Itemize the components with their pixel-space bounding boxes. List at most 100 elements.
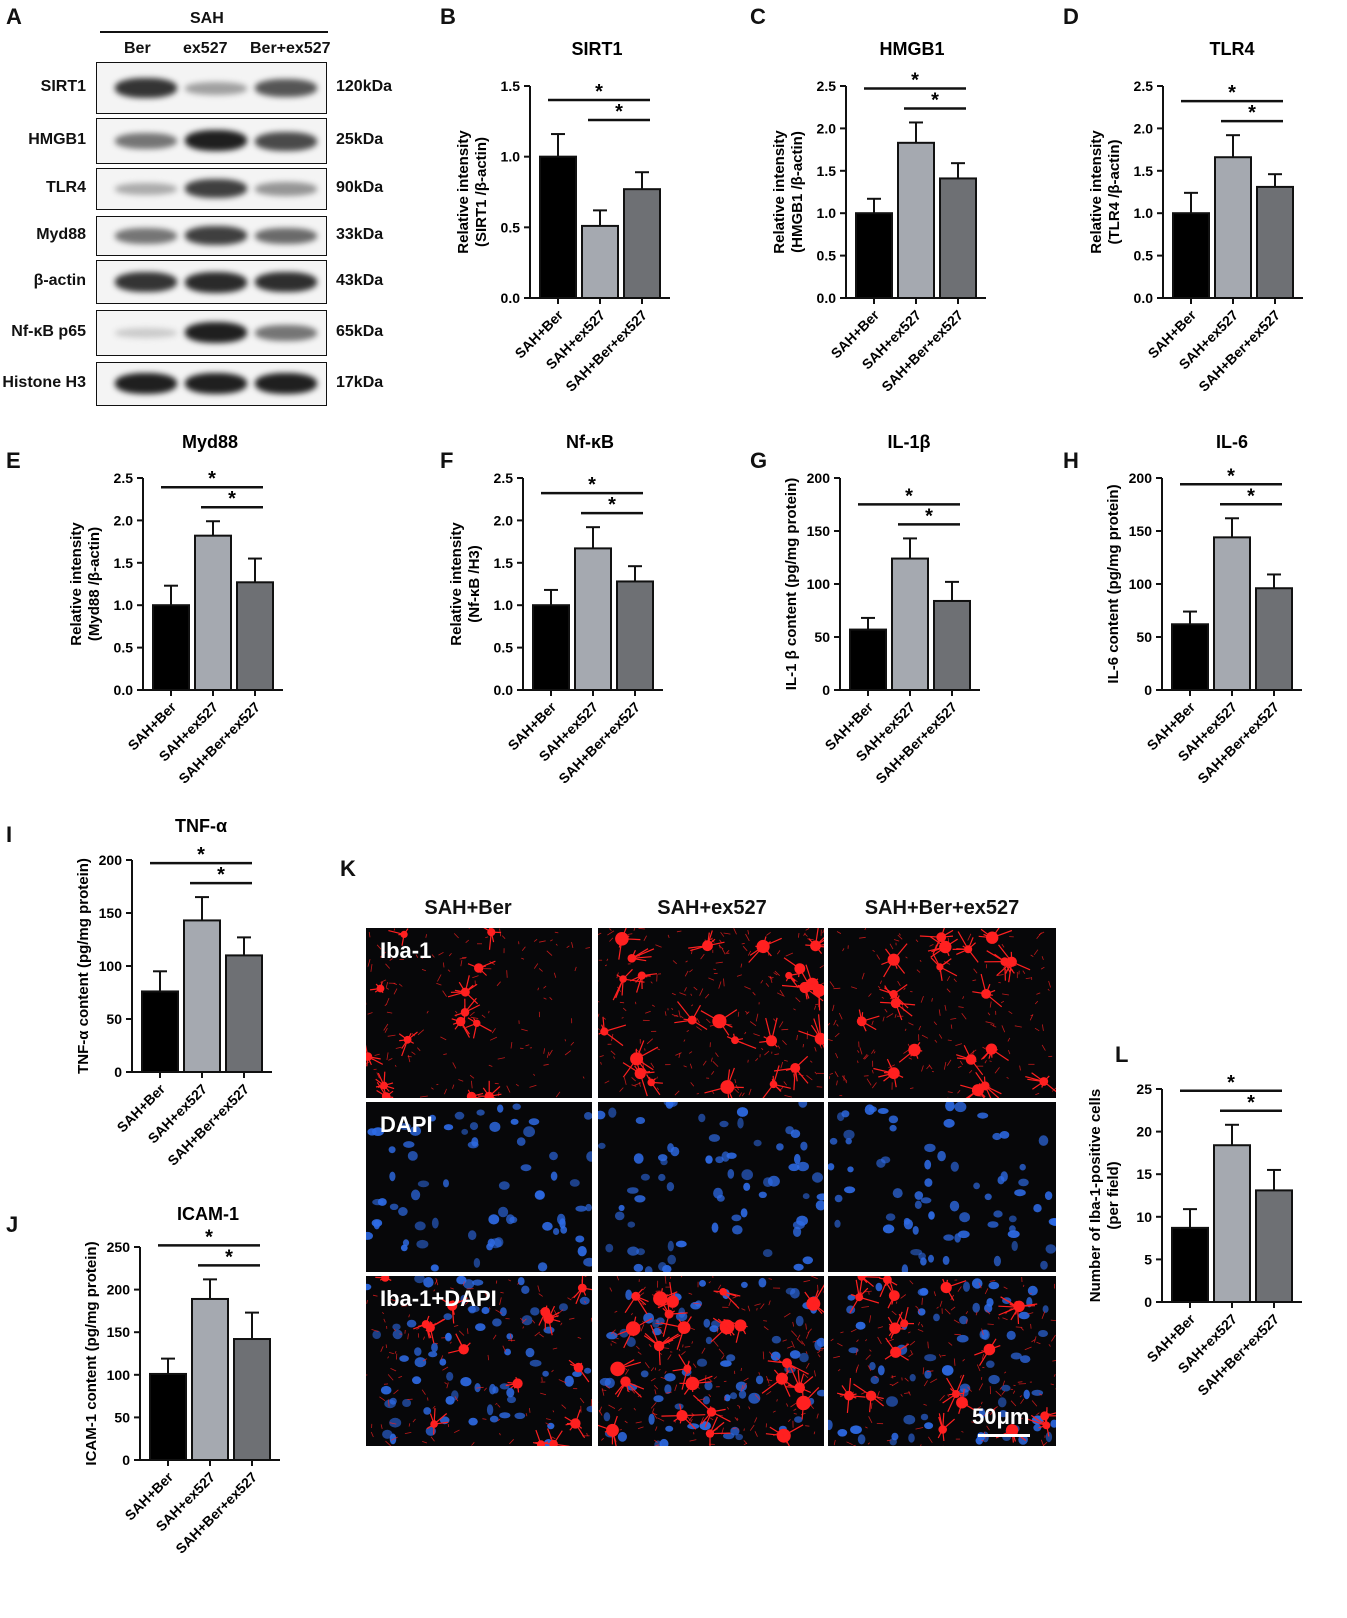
- y-axis-label: Relative intensity: [68, 522, 85, 646]
- blot-size-label: 17kDa: [336, 374, 384, 391]
- panel-label-g: G: [750, 448, 768, 473]
- bar: [623, 188, 661, 300]
- y-tick-label: 0.0: [817, 290, 837, 306]
- y-tick-label: 200: [807, 470, 831, 486]
- scale-bar: [978, 1434, 1030, 1437]
- y-tick-label: 1.0: [501, 149, 521, 165]
- lane-label-ex527: ex527: [183, 40, 228, 57]
- y-tick-label: 2.5: [1134, 78, 1154, 94]
- y-tick-label: 150: [99, 905, 123, 921]
- y-tick-label: 10: [1136, 1209, 1152, 1225]
- chart-title: IL-6: [1216, 432, 1248, 452]
- significance-star: *: [197, 844, 205, 866]
- y-tick-label: 0: [1144, 682, 1152, 698]
- micrograph-image: [366, 1276, 592, 1446]
- blot-band: [185, 179, 247, 198]
- y-axis-label-line2: (per field): [1105, 1161, 1122, 1229]
- micrograph-cell: [828, 928, 1056, 1098]
- y-tick-label: 0.5: [114, 640, 134, 656]
- bar: [849, 628, 887, 692]
- y-axis-label: Number of Iba-1-positive cells: [1087, 1089, 1104, 1302]
- y-tick-label: 0: [114, 1064, 122, 1080]
- y-tick-label: 0: [1144, 1294, 1152, 1310]
- micro-col-head-ex527: SAH+ex527: [657, 897, 767, 919]
- blot-band: [255, 182, 317, 196]
- blot-protein-label: HMGB1: [28, 131, 86, 148]
- y-axis-label: Relative intensity: [771, 130, 788, 254]
- blot-band: [115, 373, 177, 394]
- blot-band: [255, 228, 317, 244]
- bar: [939, 177, 977, 300]
- y-tick-label: 2.0: [1134, 120, 1154, 136]
- significance-star: *: [208, 468, 216, 490]
- blot-strip: [96, 310, 327, 356]
- significance-star: *: [205, 1226, 213, 1248]
- blot-band: [115, 78, 177, 98]
- blot-size-label: 43kDa: [336, 272, 384, 289]
- y-tick-label: 50: [114, 1409, 130, 1425]
- blot-band: [185, 130, 247, 151]
- significance-star: *: [217, 864, 225, 886]
- blot-band: [255, 79, 317, 97]
- micrograph-cell: [598, 928, 824, 1098]
- micrograph-row-label: Iba-1+DAPI: [380, 1286, 497, 1311]
- bar: [539, 155, 577, 299]
- y-tick-label: 0.0: [501, 290, 521, 306]
- y-tick-label: 150: [807, 523, 831, 539]
- blot-band: [185, 272, 247, 293]
- micrograph-image: [828, 1276, 1056, 1446]
- y-tick-label: 1.5: [114, 555, 134, 571]
- chart-title: TNF-α: [175, 816, 227, 836]
- bar: [183, 919, 221, 1073]
- y-axis-label: IL-6 content (pg/mg protein): [1105, 484, 1122, 683]
- blot-band: [185, 373, 247, 394]
- blot-band: [255, 325, 317, 341]
- blot-size-label: 90kDa: [336, 179, 384, 196]
- chart-title: Nf-κB: [566, 432, 614, 452]
- panel-label-h: H: [1063, 448, 1079, 473]
- y-tick-label: 200: [99, 852, 123, 868]
- panel-label-j: J: [6, 1212, 19, 1237]
- panel-label-c: C: [750, 4, 766, 29]
- bar: [1255, 1189, 1293, 1303]
- lane-label-ber: Ber: [124, 40, 151, 57]
- bar: [149, 1372, 187, 1461]
- micrograph-row-label: DAPI: [380, 1112, 433, 1137]
- y-tick-label: 1.5: [1134, 163, 1154, 179]
- blot-protein-label: Histone H3: [2, 374, 86, 391]
- bar: [1255, 587, 1293, 691]
- bar: [141, 990, 179, 1073]
- y-tick-label: 200: [107, 1282, 131, 1298]
- micrograph-image: [598, 1102, 824, 1272]
- panel-label-f: F: [440, 448, 454, 473]
- y-tick-label: 100: [1129, 576, 1153, 592]
- blot-size-label: 25kDa: [336, 131, 384, 148]
- y-tick-label: 1.0: [817, 205, 837, 221]
- significance-star: *: [1248, 102, 1256, 124]
- y-tick-label: 0.5: [494, 640, 514, 656]
- blot-size-label: 65kDa: [336, 323, 384, 340]
- y-tick-label: 100: [99, 958, 123, 974]
- micrograph-cell: 50μm: [828, 1276, 1056, 1446]
- bar: [225, 954, 263, 1074]
- micrograph-cell: Iba-1+DAPI: [366, 1276, 592, 1446]
- y-tick-label: 15: [1136, 1166, 1152, 1182]
- panel-label-i: I: [6, 822, 13, 847]
- y-tick-label: 5: [1144, 1251, 1152, 1267]
- significance-star: *: [911, 69, 919, 91]
- y-axis-label: TNF-α content (pg/mg protein): [75, 858, 92, 1074]
- micrograph-image: [366, 928, 591, 1098]
- significance-star: *: [595, 81, 603, 103]
- y-tick-label: 50: [814, 629, 830, 645]
- bar: [194, 534, 232, 691]
- blot-protein-label: SIRT1: [40, 78, 86, 95]
- y-axis-label-line2: (SIRT1 /β-actin): [473, 137, 490, 247]
- bar: [1172, 212, 1210, 299]
- significance-star: *: [1227, 1072, 1235, 1094]
- y-tick-label: 0.5: [817, 248, 837, 264]
- bar: [152, 604, 190, 692]
- micrograph-image: [598, 1276, 824, 1446]
- blot-protein-label: Myd88: [36, 226, 86, 243]
- y-tick-label: 100: [807, 576, 831, 592]
- significance-star: *: [615, 101, 623, 123]
